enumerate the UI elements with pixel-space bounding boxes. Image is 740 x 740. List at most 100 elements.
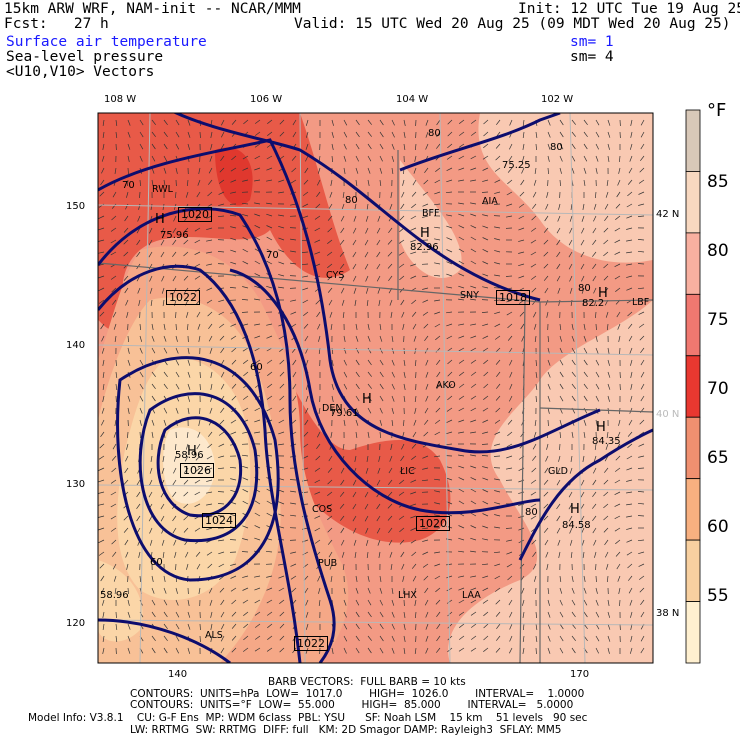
wind-barb bbox=[399, 539, 405, 545]
station-aia: AIA bbox=[482, 196, 498, 207]
wind-barb bbox=[615, 455, 621, 461]
wind-barb bbox=[290, 203, 297, 206]
wind-barb bbox=[398, 251, 405, 256]
wind-barb bbox=[595, 635, 600, 642]
colorbar-label-60: 60 bbox=[707, 517, 729, 537]
wind-barb bbox=[483, 359, 489, 365]
wind-barb bbox=[302, 215, 309, 219]
wind-barb bbox=[101, 587, 105, 594]
wind-barb bbox=[508, 395, 513, 402]
wind-barb bbox=[291, 167, 297, 173]
wind-barb bbox=[606, 323, 609, 331]
wind-barb bbox=[242, 465, 249, 469]
wind-barb bbox=[219, 335, 225, 341]
wind-barb bbox=[242, 500, 249, 505]
wind-barb bbox=[422, 299, 429, 303]
wind-barb bbox=[532, 191, 537, 198]
temp-fill-80-85-ne bbox=[560, 113, 653, 160]
wind-barb bbox=[520, 323, 525, 330]
wind-barb bbox=[403, 383, 406, 390]
wind-barb bbox=[410, 251, 417, 255]
wind-barb bbox=[304, 419, 309, 426]
wind-barb bbox=[230, 191, 237, 194]
wind-barb bbox=[314, 239, 321, 243]
wind-barb bbox=[535, 131, 538, 138]
wind-barb bbox=[518, 203, 525, 208]
wind-barb bbox=[530, 503, 537, 508]
wind-barb bbox=[580, 491, 585, 498]
wind-barb bbox=[343, 359, 347, 366]
wind-barb bbox=[422, 215, 429, 218]
wind-barb bbox=[139, 419, 142, 426]
grid-y-130: 130 bbox=[66, 479, 86, 490]
wind-barb bbox=[630, 611, 633, 618]
wind-barb bbox=[531, 539, 537, 545]
wind-barb bbox=[254, 512, 261, 517]
wind-barb bbox=[327, 491, 333, 496]
wind-barb bbox=[495, 599, 501, 605]
wind-barb bbox=[318, 587, 321, 594]
wind-barb bbox=[571, 131, 576, 137]
wind-barb bbox=[173, 539, 177, 546]
wind-barb bbox=[413, 587, 417, 594]
wind-barb bbox=[219, 419, 225, 425]
wind-barb bbox=[505, 527, 513, 529]
wind-barb bbox=[243, 119, 249, 125]
wind-barb bbox=[424, 407, 429, 414]
wind-barb bbox=[532, 455, 537, 461]
wind-barb bbox=[279, 359, 285, 365]
wind-barb bbox=[568, 263, 573, 270]
wind-barb bbox=[367, 179, 370, 186]
wind-barb bbox=[411, 299, 417, 305]
wind-barb bbox=[482, 431, 489, 434]
wind-barb bbox=[638, 455, 645, 458]
wind-barb bbox=[470, 285, 477, 289]
wind-barb bbox=[278, 261, 285, 265]
wind-barb bbox=[638, 323, 645, 328]
wind-barb bbox=[545, 455, 549, 462]
wind-barb bbox=[640, 383, 645, 390]
wind-barb bbox=[218, 431, 225, 436]
wind-barb bbox=[571, 119, 576, 125]
wind-barb bbox=[470, 454, 477, 457]
wind-barb bbox=[458, 454, 465, 457]
wind-barb bbox=[522, 611, 525, 618]
wind-barb bbox=[482, 538, 489, 541]
wind-barb bbox=[354, 551, 357, 558]
wind-barb bbox=[243, 611, 249, 616]
wind-barb bbox=[254, 298, 261, 301]
wind-barb bbox=[543, 527, 549, 533]
wind-barb bbox=[183, 227, 189, 233]
wind-barb bbox=[583, 395, 588, 402]
wind-barb bbox=[208, 167, 213, 174]
wind-barb bbox=[495, 395, 501, 401]
wind-barb bbox=[206, 227, 213, 231]
wind-barb bbox=[172, 251, 177, 258]
wind-barb bbox=[640, 155, 645, 162]
wind-barb bbox=[494, 226, 501, 229]
wind-barb bbox=[581, 287, 585, 294]
wind-barb bbox=[327, 287, 333, 293]
wind-barb bbox=[127, 587, 129, 595]
wind-barb bbox=[617, 575, 621, 582]
wind-barb bbox=[482, 261, 489, 265]
wind-barb bbox=[411, 455, 417, 460]
wind-barb bbox=[559, 167, 562, 174]
wind-barb bbox=[231, 155, 237, 161]
wind-barb bbox=[482, 286, 489, 289]
wind-barb bbox=[640, 143, 645, 150]
wind-barb bbox=[379, 119, 384, 126]
wind-barb bbox=[290, 323, 297, 328]
wind-barb bbox=[254, 224, 261, 229]
wind-barb bbox=[230, 226, 237, 229]
wind-barb bbox=[207, 311, 213, 317]
wind-barb bbox=[340, 275, 345, 282]
temp-fill-70-75-nw bbox=[98, 113, 350, 333]
colorbar-label-80: 80 bbox=[707, 241, 729, 261]
wind-barb bbox=[379, 347, 383, 354]
wind-barb bbox=[391, 167, 394, 174]
wind-barb bbox=[110, 227, 117, 232]
wind-barb bbox=[241, 454, 249, 457]
wind-barb bbox=[278, 443, 285, 446]
high-marker-den: H bbox=[362, 392, 372, 407]
